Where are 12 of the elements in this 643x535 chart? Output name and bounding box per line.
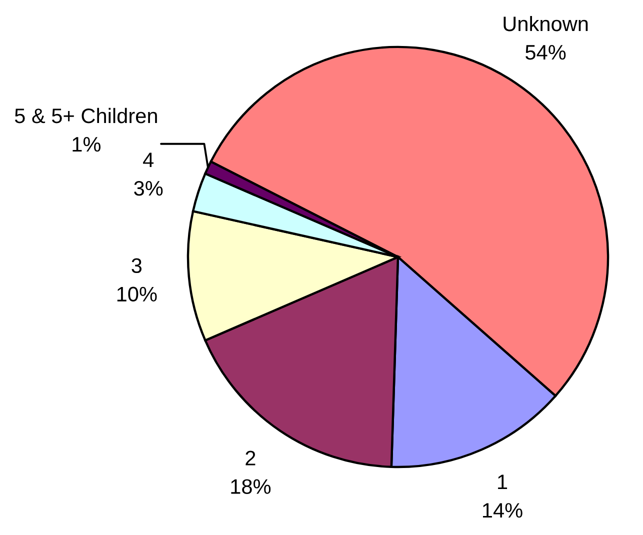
data-label: 18% — [231, 479, 271, 494]
slice-label: 4 — [143, 152, 154, 168]
data-label: 1% — [72, 137, 100, 152]
slice-label: 1 — [498, 474, 508, 490]
slice-label: 3 — [132, 258, 142, 274]
slice-label: 2 — [246, 450, 256, 466]
slice-label: Unknown — [504, 16, 588, 32]
data-label: 3% — [134, 180, 163, 196]
data-label: 10% — [117, 286, 157, 302]
slice-label: 5 & 5+ Children — [14, 108, 157, 124]
data-label: 14% — [482, 503, 522, 518]
data-label: 54% — [526, 45, 566, 60]
